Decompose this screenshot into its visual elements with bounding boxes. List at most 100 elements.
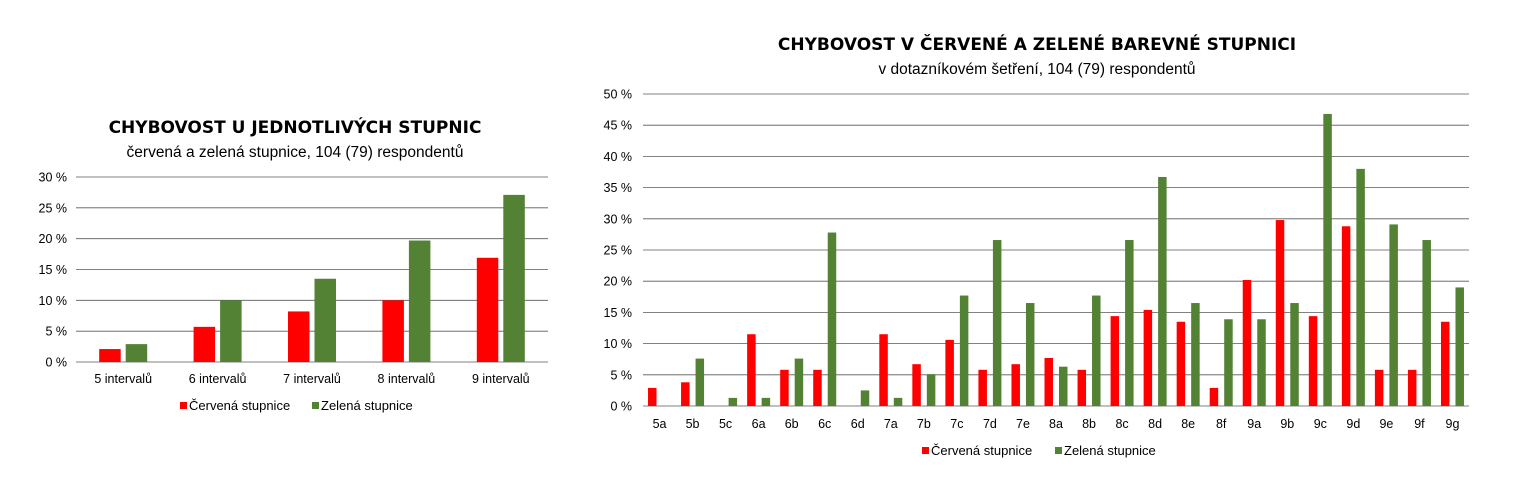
chart1-title: CHYBOVOST U JEDNOTLIVÝCH STUPNIC bbox=[109, 116, 482, 138]
c2-x-tick-label: 6c bbox=[818, 417, 831, 431]
c1-x-tick-label: 7 intervalů bbox=[283, 372, 341, 386]
chart2-subtitle: v dotazníkovém šetření, 104 (79) respond… bbox=[878, 61, 1195, 78]
c2-bar-red-5b bbox=[681, 382, 690, 406]
chart2-legend: Červená stupnice Zelená stupnice bbox=[922, 443, 1156, 458]
chart2-legend-red: Červená stupnice bbox=[931, 443, 1032, 458]
c2-y-tick-label: 35 % bbox=[604, 181, 633, 195]
c2-bar-green-8e bbox=[1191, 303, 1200, 406]
chart1-legend-red: Červená stupnice bbox=[189, 398, 290, 413]
c2-bar-red-9g bbox=[1440, 321, 1450, 406]
c2-bar-red-7a bbox=[879, 334, 888, 406]
c2-bar-red-8d bbox=[1143, 309, 1153, 406]
c1-bar-green-9-intervalů bbox=[503, 194, 525, 362]
chart2-bars bbox=[648, 113, 1464, 406]
c2-y-tick-label: 45 % bbox=[604, 119, 633, 133]
c1-x-tick-label: 9 intervalů bbox=[472, 372, 530, 386]
c1-bar-green-8-intervalů bbox=[408, 240, 431, 362]
c2-x-tick-label: 7c bbox=[950, 417, 963, 431]
c2-x-tick-label: 8c bbox=[1115, 417, 1128, 431]
c2-y-tick-label: 30 % bbox=[604, 212, 633, 226]
c1-y-tick-label: 20 % bbox=[39, 232, 68, 246]
c2-bar-green-8a bbox=[1059, 366, 1068, 406]
c2-bar-green-7b bbox=[926, 374, 936, 406]
c2-bar-red-6b bbox=[780, 369, 789, 406]
chart2-y-axis: 0 % 5 % 10 % 15 % 20 % 25 % 30 % 35 % 40 % 45 % 50… bbox=[604, 88, 633, 414]
c2-x-tick-label: 9b bbox=[1280, 417, 1294, 431]
chart-scale-error: CHYBOVOST V ČERVENÉ A ZELENÉ BAREVNÉ STU… bbox=[604, 33, 1469, 458]
c2-bar-green-9g bbox=[1455, 287, 1464, 406]
c1-x-tick-label: 8 intervalů bbox=[378, 372, 436, 386]
c2-bar-red-9f bbox=[1407, 369, 1417, 406]
c1-bar-red-8-intervalů bbox=[382, 300, 404, 362]
c2-bar-green-8c bbox=[1125, 240, 1134, 406]
c2-x-tick-label: 8f bbox=[1216, 417, 1227, 431]
c2-bar-green-9b bbox=[1290, 303, 1299, 406]
c2-bar-red-9b bbox=[1275, 220, 1285, 406]
c1-bar-red-7-intervalů bbox=[288, 311, 310, 362]
c2-bar-red-8e bbox=[1176, 321, 1186, 406]
c2-x-tick-label: 9d bbox=[1346, 417, 1360, 431]
c2-bar-green-6d bbox=[860, 390, 870, 406]
c2-x-tick-label: 9g bbox=[1446, 417, 1460, 431]
c1-bar-green-5-intervalů bbox=[125, 344, 148, 362]
c1-x-tick-label: 5 intervalů bbox=[94, 372, 152, 386]
c2-x-tick-label: 5c bbox=[719, 417, 732, 431]
c2-x-tick-label: 8e bbox=[1181, 417, 1195, 431]
c2-bar-green-9f bbox=[1422, 240, 1431, 406]
c2-bar-green-9e bbox=[1389, 224, 1398, 406]
c1-y-tick-label: 10 % bbox=[39, 294, 68, 308]
c2-x-tick-label: 8a bbox=[1049, 417, 1063, 431]
c1-bar-red-6-intervalů bbox=[193, 326, 216, 362]
c1-bar-green-7-intervalů bbox=[314, 278, 336, 362]
chart2-title: CHYBOVOST V ČERVENÉ A ZELENÉ BAREVNÉ STU… bbox=[778, 33, 1296, 55]
c2-bar-green-5c bbox=[728, 397, 738, 406]
chart-interval-error: CHYBOVOST U JEDNOTLIVÝCH STUPNIC červená… bbox=[39, 116, 548, 413]
c2-bar-red-7d bbox=[978, 369, 987, 406]
c2-y-tick-label: 5 % bbox=[610, 368, 632, 382]
c2-x-tick-label: 5a bbox=[653, 417, 667, 431]
c2-x-tick-label: 9f bbox=[1414, 417, 1425, 431]
c2-x-tick-label: 9e bbox=[1379, 417, 1393, 431]
c2-bar-green-8f bbox=[1224, 319, 1233, 406]
c1-y-tick-label: 0 % bbox=[45, 356, 67, 370]
chart2-legend-green: Zelená stupnice bbox=[1064, 443, 1156, 458]
c2-bar-green-9c bbox=[1323, 113, 1332, 406]
c2-x-tick-label: 8d bbox=[1148, 417, 1162, 431]
c2-bar-red-9a bbox=[1242, 279, 1252, 406]
chart1-bars bbox=[99, 194, 525, 362]
chart2-legend-swatch-red bbox=[922, 447, 929, 454]
c2-bar-green-7e bbox=[1025, 303, 1035, 406]
c2-bar-green-6a bbox=[761, 397, 771, 406]
c1-bar-green-6-intervalů bbox=[220, 300, 242, 362]
c2-x-tick-label: 6a bbox=[752, 417, 766, 431]
c2-x-tick-label: 7d bbox=[983, 417, 997, 431]
c2-bar-green-8d bbox=[1158, 176, 1167, 406]
c2-x-tick-label: 7b bbox=[917, 417, 931, 431]
c2-bar-green-9a bbox=[1257, 319, 1266, 406]
c2-bar-green-7d bbox=[992, 240, 1002, 406]
c2-x-tick-label: 6d bbox=[851, 417, 865, 431]
c1-y-tick-label: 30 % bbox=[39, 171, 68, 185]
c2-bar-green-6b bbox=[794, 358, 804, 406]
c1-y-tick-label: 15 % bbox=[39, 263, 68, 277]
c2-bar-red-9d bbox=[1341, 226, 1351, 406]
chart1-legend: Červená stupnice Zelená stupnice bbox=[180, 398, 413, 413]
c2-bar-green-7a bbox=[893, 397, 903, 406]
c2-y-tick-label: 15 % bbox=[604, 306, 633, 320]
c2-bar-red-8f bbox=[1209, 387, 1219, 406]
c2-bar-red-5a bbox=[648, 387, 657, 406]
c1-x-tick-label: 6 intervalů bbox=[189, 372, 247, 386]
c2-bar-red-9e bbox=[1374, 369, 1384, 406]
c2-bar-red-6a bbox=[747, 334, 756, 406]
c2-y-tick-label: 0 % bbox=[610, 400, 632, 414]
c1-bar-red-9-intervalů bbox=[476, 257, 499, 362]
c2-bar-red-8c bbox=[1110, 316, 1120, 406]
chart1-gridlines bbox=[76, 176, 548, 363]
c2-x-tick-label: 5b bbox=[686, 417, 700, 431]
c2-x-tick-label: 8b bbox=[1082, 417, 1096, 431]
chart1-legend-swatch-green bbox=[312, 402, 319, 409]
c2-bar-red-8a bbox=[1044, 357, 1053, 406]
c2-bar-green-7c bbox=[959, 295, 969, 406]
chart1-legend-swatch-red bbox=[180, 402, 187, 409]
